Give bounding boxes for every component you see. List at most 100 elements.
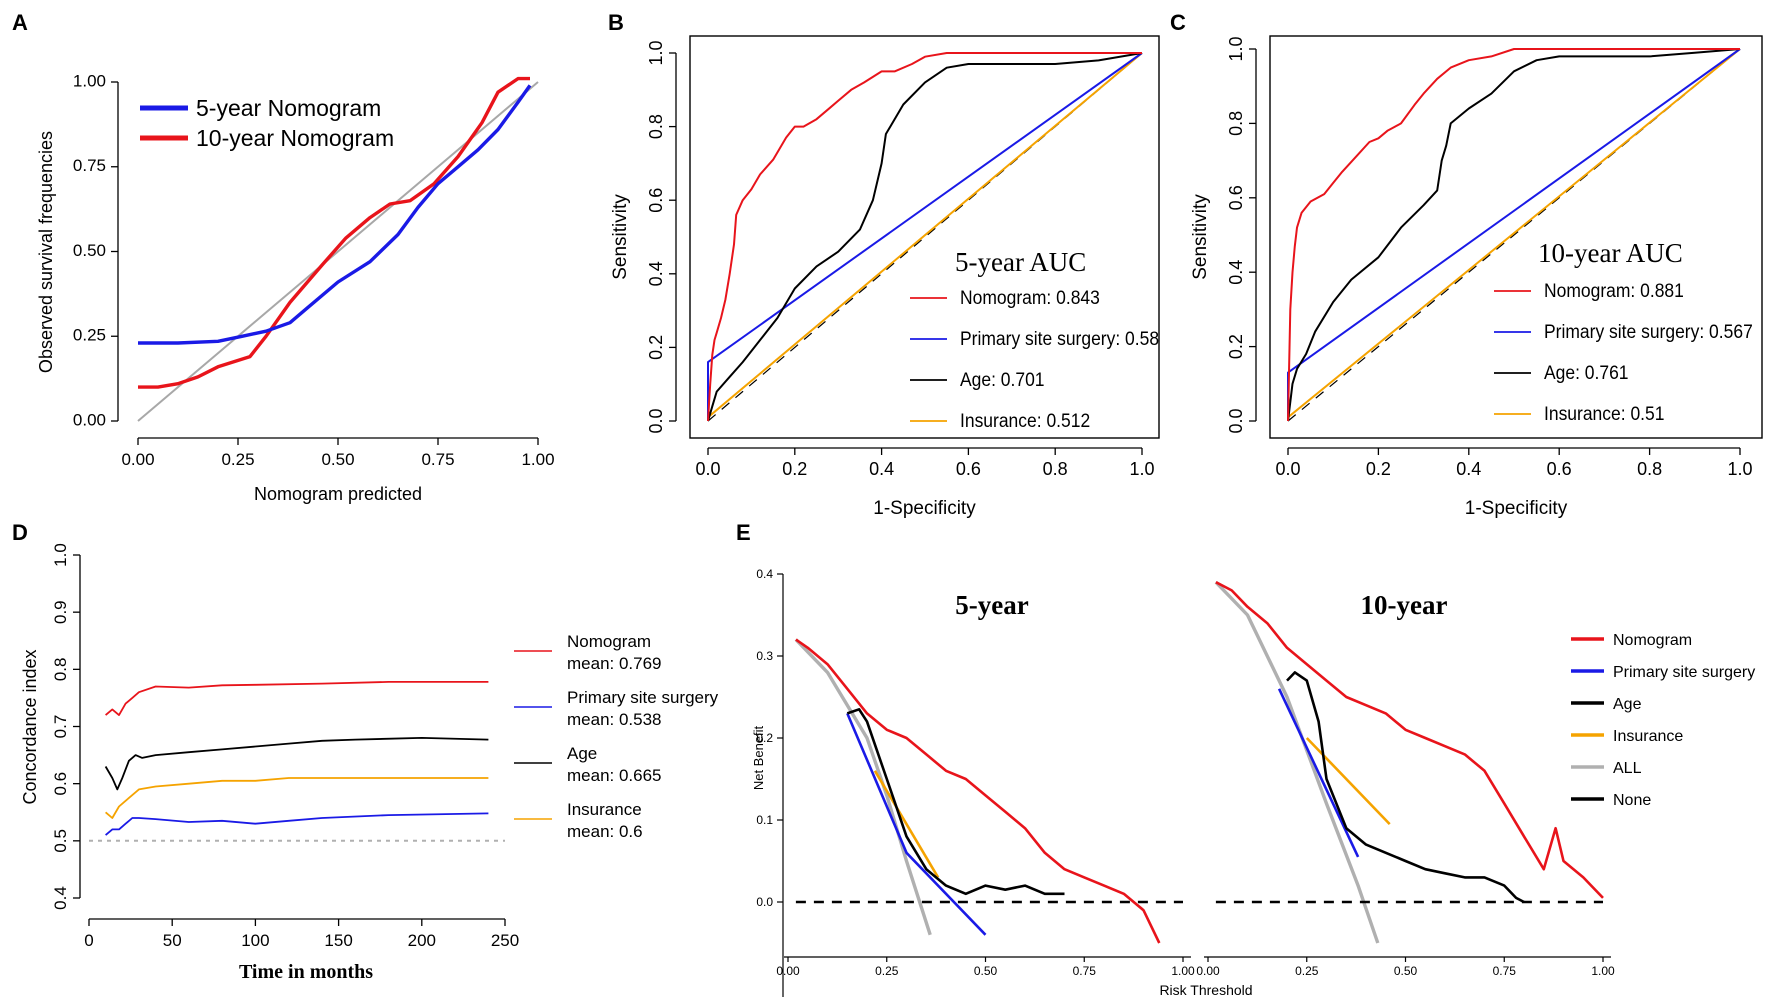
x-tick-label: 50 bbox=[163, 931, 182, 950]
y-tick-label: 0.25 bbox=[73, 326, 106, 345]
legend: 5-year Nomogram 10-year Nomogram bbox=[140, 95, 394, 151]
legend-label: 5-year Nomogram bbox=[196, 95, 381, 121]
y-tick-label: 0.6 bbox=[646, 188, 666, 213]
x-tick-label: 0.2 bbox=[782, 459, 807, 479]
x-tick-label: 0.6 bbox=[956, 459, 981, 479]
y-tick-label: 0.4 bbox=[51, 886, 70, 910]
y-tick-label: 0.00 bbox=[73, 410, 106, 429]
series-5-year-nomogram bbox=[138, 84, 532, 345]
legend-label: Age bbox=[1613, 696, 1642, 713]
y-tick-label: 0.0 bbox=[756, 895, 773, 909]
legend: Nomogram Primary site surgery Age Insurance… bbox=[1571, 632, 1755, 809]
x-tick-label: 0.00 bbox=[121, 450, 154, 469]
y-tick-label: 0.8 bbox=[1226, 111, 1246, 136]
x-axis-label: Risk Threshold bbox=[1159, 982, 1252, 998]
legend-label: Primary site surgery bbox=[1613, 664, 1755, 681]
y-tick-label: 0.6 bbox=[51, 772, 70, 796]
x-tick-label: 0.50 bbox=[974, 964, 998, 978]
series-10-year-nomogram bbox=[138, 76, 530, 389]
y-tick-label: 0.6 bbox=[1226, 185, 1246, 210]
svg-text:A: A bbox=[12, 10, 28, 35]
legend: Nomogram mean: 0.769 Primary site surgery m… bbox=[514, 632, 719, 841]
legend-mean: mean: 0.665 bbox=[567, 766, 662, 785]
svg-text:C: C bbox=[1170, 10, 1186, 35]
x-tick-label: 0.8 bbox=[1043, 459, 1068, 479]
y-tick-label: 0.4 bbox=[646, 261, 666, 286]
x-tick-label: 0.75 bbox=[1073, 964, 1097, 978]
series-insurance bbox=[1305, 737, 1391, 826]
x-axis-label: Time in months bbox=[239, 961, 373, 983]
series-primary-site-surgery bbox=[105, 812, 489, 836]
legend-label: Primary site surgery bbox=[567, 688, 719, 707]
legend-label: Age bbox=[567, 744, 597, 763]
series-nomogram bbox=[1215, 581, 1604, 899]
x-tick-label: 0.50 bbox=[1394, 964, 1418, 978]
x-tick-label: 1.0 bbox=[1727, 459, 1752, 479]
x-axis-label: Nomogram predicted bbox=[254, 484, 422, 504]
series-primary-site-surgery bbox=[707, 52, 1143, 421]
y-tick-label: 0.4 bbox=[1226, 260, 1246, 285]
series-age bbox=[1286, 671, 1525, 904]
y-axis-label: Sensitivity bbox=[1190, 194, 1211, 280]
panel-label-e: E bbox=[736, 520, 751, 545]
legend-mean: mean: 0.769 bbox=[567, 654, 662, 673]
y-tick-label: 0.7 bbox=[51, 715, 70, 739]
chart-title: 5-year bbox=[955, 590, 1028, 620]
series-insurance bbox=[873, 770, 940, 879]
x-axis-label: 1-Specificity bbox=[873, 498, 976, 519]
legend: Nomogram: 0.881 Primary site surgery: 0.5… bbox=[1494, 279, 1753, 424]
x-tick-label: 0 bbox=[84, 931, 93, 950]
y-tick-label: 1.0 bbox=[51, 543, 70, 567]
panel-b-roc: 0.0 0.2 0.4 0.6 0.8 1.0 0.0 0.2 0.4 0.6 0.8 1.0 1-Sp… bbox=[610, 35, 1160, 519]
x-tick-label: 0.2 bbox=[1366, 459, 1391, 479]
series-age bbox=[1287, 48, 1741, 422]
svg-text:D: D bbox=[12, 520, 28, 545]
x-tick-label: 1.0 bbox=[1129, 459, 1154, 479]
y-tick-label: 0.4 bbox=[756, 567, 773, 581]
y-tick-label: 0.75 bbox=[73, 156, 106, 175]
legend-label: Nomogram: 0.881 bbox=[1544, 279, 1684, 301]
chart-title: 5-year AUC bbox=[955, 247, 1086, 277]
legend-label: Age: 0.761 bbox=[1544, 361, 1629, 383]
x-tick-label: 0.25 bbox=[221, 450, 254, 469]
x-tick-label: 0.75 bbox=[1493, 964, 1517, 978]
series-all bbox=[1214, 581, 1380, 944]
y-axis-label: Net Benefit bbox=[751, 725, 766, 790]
x-tick-label: 0.6 bbox=[1547, 459, 1572, 479]
x-tick-label: 0.00 bbox=[1196, 964, 1220, 978]
legend-label: Age: 0.701 bbox=[960, 368, 1045, 390]
legend-label: Insurance bbox=[567, 800, 642, 819]
panel-label-c: C bbox=[1170, 10, 1186, 35]
x-tick-label: 0.4 bbox=[1456, 459, 1481, 479]
y-tick-label: 0.8 bbox=[646, 114, 666, 139]
series-age bbox=[707, 52, 1143, 422]
x-tick-label: 250 bbox=[491, 931, 519, 950]
y-tick-label: 0.2 bbox=[1226, 334, 1246, 359]
y-tick-label: 0.9 bbox=[51, 600, 70, 624]
legend-label: None bbox=[1613, 792, 1651, 809]
panel-label-d: D bbox=[12, 520, 28, 545]
y-tick-label: 1.00 bbox=[73, 71, 106, 90]
subplot-10-year: 0.00 0.25 0.50 0.75 1.00 10-year bbox=[1196, 581, 1615, 978]
series-all bbox=[794, 638, 932, 936]
legend-label: Nomogram: 0.843 bbox=[960, 286, 1100, 308]
panel-c-roc: 0.0 0.2 0.4 0.6 0.8 1.0 0.0 0.2 0.4 0.6 0.8 1.0 1-Sp… bbox=[1190, 35, 1763, 519]
x-tick-label: 100 bbox=[241, 931, 269, 950]
plot-frame bbox=[689, 35, 1160, 439]
legend-label: Insurance bbox=[1613, 728, 1683, 745]
series-insurance bbox=[1287, 48, 1741, 419]
legend-label: ALL bbox=[1613, 760, 1642, 777]
series-primary-site-surgery bbox=[1277, 688, 1360, 858]
y-tick-label: 0.2 bbox=[756, 731, 773, 745]
panel-label-a: A bbox=[12, 10, 28, 35]
legend-mean: mean: 0.538 bbox=[567, 710, 662, 729]
x-tick-label: 0.00 bbox=[776, 964, 800, 978]
series-age bbox=[846, 707, 1065, 896]
series-nomogram bbox=[795, 638, 1161, 944]
series-age bbox=[104, 737, 489, 791]
y-tick-label: 0.1 bbox=[756, 813, 773, 827]
y-tick-label: 0.3 bbox=[756, 649, 773, 663]
legend-label: Insurance: 0.51 bbox=[1544, 402, 1664, 424]
x-tick-label: 1.00 bbox=[1591, 964, 1615, 978]
